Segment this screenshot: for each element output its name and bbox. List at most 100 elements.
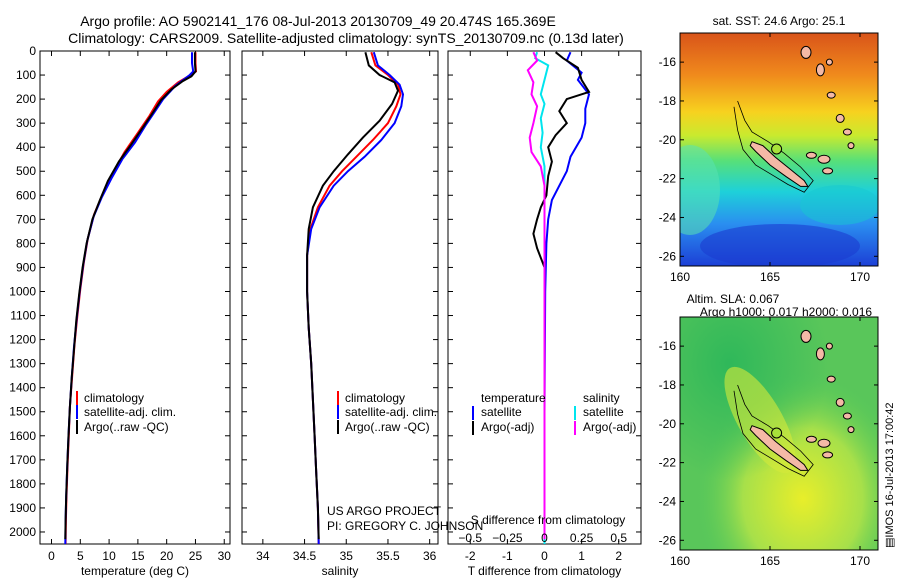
- depth-tick-label: 200: [16, 92, 36, 106]
- legend-label-climatology: climatology: [345, 391, 405, 405]
- difference-legend: temperature salinity satellite Argo(-adj…: [472, 391, 636, 435]
- sst-map-panel: sat. SST: 24.6 Argo: 25.1 160 165 170 -16 -1…: [659, 14, 879, 284]
- x-tick-label: -1: [502, 549, 513, 563]
- small-island: [800, 329, 812, 343]
- new-caledonia-island: [749, 425, 809, 471]
- map-x-tick-label: 170: [850, 270, 870, 284]
- depth-tick-label: 1300: [9, 357, 36, 371]
- difference-top-tick-label: 0: [541, 531, 548, 545]
- map-y-tick-label: -22: [659, 172, 677, 186]
- legend-label-argo: Argo(..raw -QC): [84, 420, 169, 434]
- x-tick-label: 10: [102, 549, 116, 563]
- depth-tick-label: 1400: [9, 381, 36, 395]
- legend-title-temperature: temperature: [481, 391, 546, 405]
- credit-project: US ARGO PROJECT: [327, 504, 442, 518]
- sla-map-panel: Altim. SLA: 0.067 Argo h1000: 0.017 h200…: [659, 292, 879, 568]
- temperature-panel: 0100200300400500600700800900100011001200…: [9, 44, 231, 578]
- title-line-2: Climatology: CARS2009. Satellite-adjuste…: [68, 30, 624, 46]
- small-island: [817, 154, 831, 164]
- difference-top-tick-label: −0.25: [492, 531, 523, 545]
- small-island: [822, 167, 834, 175]
- map-y-tick-label: -20: [659, 417, 677, 431]
- x-tick-label: 2: [615, 549, 622, 563]
- sst-cool-patch: [700, 224, 860, 266]
- small-island: [842, 412, 852, 420]
- salinity-legend: climatology satellite-adj. clim. Argo(..…: [337, 391, 437, 434]
- small-island: [825, 342, 833, 350]
- x-tick-label: 35.5: [376, 549, 400, 563]
- sla-map-frame: [679, 316, 879, 551]
- depth-tick-label: 600: [16, 188, 36, 202]
- map-y-tick-label: -22: [659, 456, 677, 470]
- sst-islands: [733, 45, 855, 193]
- depth-tick-label: 1100: [10, 309, 36, 323]
- map-y-tick-label: -26: [659, 249, 677, 263]
- difference-xlabel: T difference from climatology: [468, 564, 622, 578]
- x-tick-label: 35: [340, 549, 354, 563]
- legend-label-satellite: satellite-adj. clim.: [345, 405, 437, 419]
- salinity-series-argo-raw-qc-: [306, 51, 400, 540]
- depth-tick-label: 800: [16, 236, 36, 250]
- x-tick-label: 36: [423, 549, 437, 563]
- temperature-legend: climatology satellite-adj. clim. Argo(..…: [76, 391, 176, 434]
- depth-tick-label: 700: [16, 212, 36, 226]
- depth-tick-label: 0: [29, 44, 36, 58]
- sst-map-frame: [679, 32, 879, 267]
- small-island: [835, 113, 845, 123]
- x-tick-label: 1: [578, 549, 585, 563]
- salinity-xlabel: salinity: [322, 564, 359, 578]
- map-x-tick-label: 160: [670, 554, 690, 568]
- map-x-tick-label: 165: [760, 270, 780, 284]
- legend-label-s-satellite: satellite: [583, 405, 624, 419]
- difference-top-tick-label: −0.5: [458, 531, 482, 545]
- salinity-axes-frame: [241, 50, 439, 545]
- small-island: [835, 397, 845, 407]
- temperature-axes-frame: [39, 50, 231, 545]
- depth-tick-label: 1700: [9, 453, 36, 467]
- small-island: [825, 58, 833, 66]
- credit-pi: PI: GREGORY C. JOHNSON: [327, 519, 483, 533]
- x-tick-label: 5: [77, 549, 84, 563]
- difference-series-argo-adj-temperature-: [532, 51, 591, 540]
- salinity-series-group: [306, 51, 405, 544]
- legend-label-climatology: climatology: [84, 391, 144, 405]
- reef-contour: [733, 384, 814, 477]
- small-island: [847, 426, 855, 434]
- x-tick-label: 34: [256, 549, 270, 563]
- small-island: [815, 63, 825, 77]
- legend-label-satellite: satellite-adj. clim.: [84, 405, 176, 419]
- x-tick-label: 0: [48, 549, 55, 563]
- x-tick-label: -2: [465, 549, 476, 563]
- depth-tick-label: 1500: [9, 405, 36, 419]
- small-island: [805, 151, 817, 159]
- x-tick-label: 34.5: [293, 549, 317, 563]
- small-island: [805, 435, 817, 443]
- small-island: [847, 142, 855, 150]
- sla-map-title-line-1: Altim. SLA: 0.067: [687, 292, 780, 306]
- difference-panel: -2 -1 0 1 2T difference from climatology: [447, 50, 642, 578]
- map-x-tick-label: 160: [670, 270, 690, 284]
- depth-tick-label: 1000: [9, 284, 36, 298]
- new-caledonia-island: [749, 141, 809, 187]
- x-tick-label: 30: [218, 549, 232, 563]
- sla-islands: [733, 329, 855, 477]
- imos-timestamp: ▤IMOS 16-Jul-2013 17:00:42: [884, 402, 896, 548]
- argo-location-marker: [771, 427, 783, 439]
- depth-tick-label: 1200: [9, 333, 36, 347]
- small-island: [822, 451, 834, 459]
- sla-map-title-line-2: Argo h1000: 0.017 h2000: 0.016: [700, 305, 872, 319]
- depth-tick-label: 1600: [9, 429, 36, 443]
- map-x-tick-label: 165: [760, 554, 780, 568]
- sst-map-title: sat. SST: 24.6 Argo: 25.1: [713, 14, 846, 28]
- reef-contour: [733, 100, 814, 193]
- x-tick-label: 20: [160, 549, 174, 563]
- title-line-1: Argo profile: AO 5902141_176 08-Jul-2013…: [80, 13, 556, 29]
- legend-label-argo: Argo(..raw -QC): [345, 420, 430, 434]
- map-y-tick-label: -26: [659, 533, 677, 547]
- sst-teal-patch: [800, 185, 878, 225]
- difference-top-tick-label: 0.25: [570, 531, 594, 545]
- difference-top-xlabel: S difference from climatology: [471, 513, 626, 527]
- sla-map-axes: 160 165 170 -16 -18 -20 -22 -24 -26: [659, 317, 878, 568]
- map-y-tick-label: -20: [659, 133, 677, 147]
- difference-top-ticks: −0.5 −0.25 0 0.25 0.5: [458, 531, 627, 545]
